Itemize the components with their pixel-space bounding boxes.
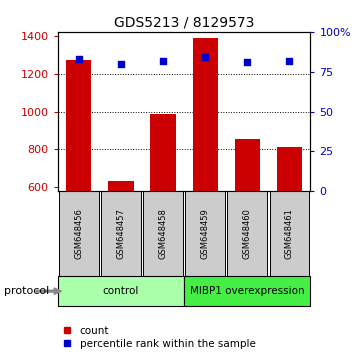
Bar — [277, 147, 302, 191]
Text: GSM648460: GSM648460 — [243, 208, 252, 259]
Text: protocol: protocol — [4, 286, 49, 296]
Text: GSM648459: GSM648459 — [201, 208, 210, 259]
Bar — [101, 191, 141, 276]
Bar — [151, 114, 176, 191]
Legend: count, percentile rank within the sample: count, percentile rank within the sample — [63, 326, 256, 349]
Bar — [270, 191, 309, 276]
Text: GSM648456: GSM648456 — [74, 208, 83, 259]
Bar — [184, 276, 310, 306]
Bar — [66, 60, 91, 191]
Bar — [227, 191, 267, 276]
Bar — [186, 191, 225, 276]
Bar — [192, 38, 218, 191]
Title: GDS5213 / 8129573: GDS5213 / 8129573 — [114, 15, 254, 29]
Point — [160, 58, 166, 63]
Point — [244, 59, 250, 65]
Bar — [235, 139, 260, 191]
Point — [76, 56, 82, 62]
Bar — [143, 191, 183, 276]
Point — [287, 58, 292, 63]
Bar — [59, 191, 99, 276]
Text: GSM648457: GSM648457 — [117, 208, 125, 259]
Text: GSM648461: GSM648461 — [285, 208, 294, 259]
Text: MIBP1 overexpression: MIBP1 overexpression — [190, 286, 305, 296]
Text: GSM648458: GSM648458 — [158, 208, 168, 259]
Text: control: control — [103, 286, 139, 296]
Bar — [58, 276, 184, 306]
Point — [118, 61, 124, 67]
Point — [202, 55, 208, 60]
Bar — [108, 181, 134, 191]
